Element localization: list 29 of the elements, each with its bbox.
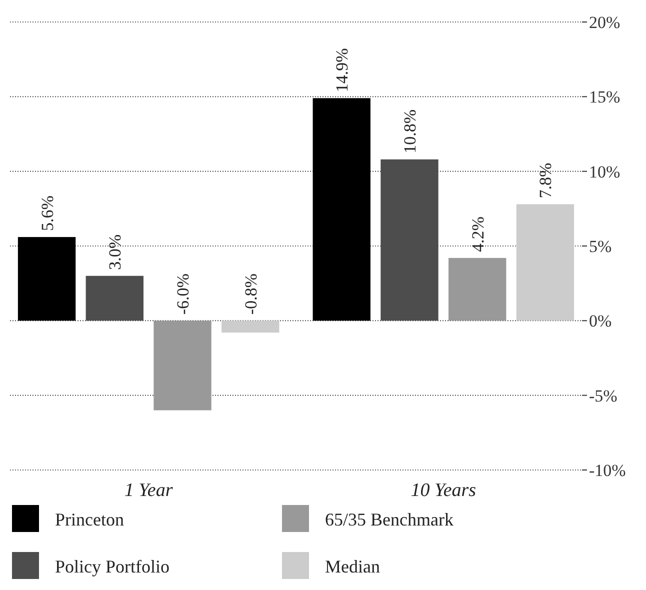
x-tick-label: 10 Years <box>410 480 476 501</box>
legend-label: 65/35 Benchmark <box>325 509 454 530</box>
data-label: 5.6% <box>38 196 57 232</box>
bar <box>18 237 76 321</box>
bar <box>86 276 144 321</box>
y-tick-label: 0% <box>589 312 612 331</box>
data-label: 3.0% <box>106 234 125 270</box>
bar <box>312 98 370 321</box>
y-tick-label: -5% <box>589 386 618 406</box>
y-tick-label: 10% <box>589 162 620 182</box>
bar <box>380 159 438 321</box>
data-label: 7.8% <box>536 162 556 198</box>
data-label: -6.0% <box>174 274 193 315</box>
data-label: -0.8% <box>241 274 260 315</box>
data-label: 10.8% <box>400 109 420 154</box>
bar <box>448 258 506 321</box>
legend-label: Policy Portfolio <box>55 556 170 576</box>
legend-label: Median <box>325 556 380 576</box>
data-label: 4.2% <box>468 216 488 252</box>
bar <box>222 320 280 333</box>
y-tick-label: -10% <box>589 460 626 480</box>
x-tick-label: 1 Year <box>124 480 174 501</box>
data-label: 14.9% <box>332 48 352 92</box>
bar <box>516 204 574 321</box>
bar <box>154 320 212 410</box>
y-tick-label: 15% <box>589 88 620 107</box>
y-tick-label: 5% <box>589 236 612 256</box>
legend-label: Princeton <box>55 509 124 530</box>
y-tick-label: 20% <box>589 12 620 32</box>
